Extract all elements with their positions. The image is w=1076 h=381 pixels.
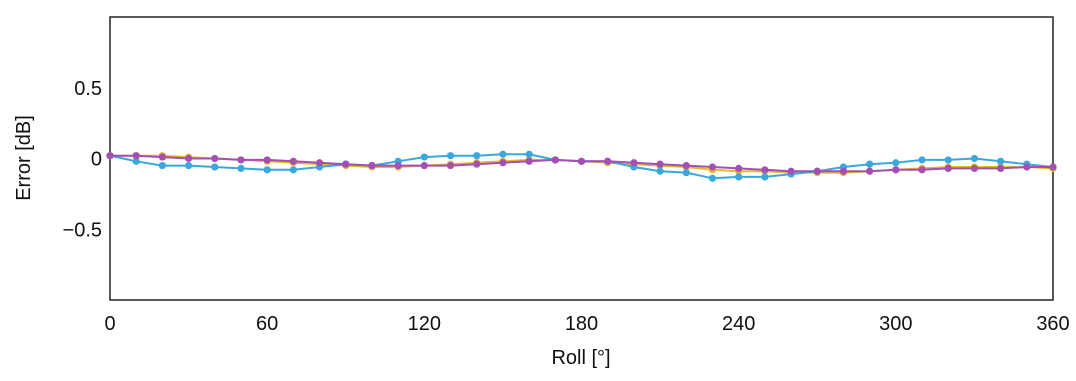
x-axis-ticks: 0 60 120 180 240 300 360 [104, 313, 1069, 335]
data-point [473, 160, 481, 168]
y-tick-label: −0.5 [63, 219, 102, 241]
data-point [892, 166, 900, 174]
data-point [211, 154, 219, 163]
data-point [446, 161, 455, 170]
data-point [211, 163, 219, 171]
data-point [263, 166, 271, 174]
data-point [342, 160, 350, 168]
data-point [944, 156, 952, 164]
y-axis-ticks: 0.5 0 −0.5 [63, 78, 102, 242]
x-tick-label: 300 [879, 313, 912, 335]
data-point [787, 167, 795, 175]
data-point [368, 161, 376, 170]
data-point [630, 159, 638, 167]
x-tick-label: 360 [1036, 313, 1069, 335]
x-tick-label: 180 [565, 313, 598, 335]
data-point [997, 157, 1005, 165]
data-point [184, 161, 193, 170]
data-point [866, 160, 874, 168]
data-point [1023, 163, 1031, 171]
y-tick-label: 0.5 [74, 78, 102, 100]
data-point [708, 174, 717, 182]
data-point [499, 150, 507, 158]
data-point [682, 161, 690, 170]
data-point [970, 154, 979, 163]
data-point [132, 157, 140, 165]
data-point [237, 164, 245, 173]
y-tick-label: 0 [91, 149, 102, 171]
data-point [525, 157, 533, 165]
x-tick-label: 120 [408, 313, 441, 335]
data-point [761, 166, 769, 174]
data-point [839, 167, 848, 175]
data-point [604, 157, 612, 165]
data-point [263, 156, 271, 164]
data-point [1049, 163, 1057, 171]
data-point [577, 157, 586, 165]
data-point [446, 152, 455, 160]
data-point [473, 152, 481, 160]
data-point [761, 173, 769, 181]
data-point [918, 166, 926, 174]
data-point [551, 156, 559, 164]
data-point [158, 153, 166, 161]
data-point [132, 152, 140, 160]
data-point [158, 161, 166, 170]
x-axis-title: Roll [°] [551, 347, 610, 369]
data-point [892, 159, 900, 167]
data-point [682, 169, 690, 177]
data-point [289, 157, 297, 165]
data-point [735, 164, 743, 173]
data-point [420, 161, 428, 170]
data-point [499, 159, 507, 167]
y-axis-title: Error [dB] [13, 115, 35, 201]
data-point [656, 160, 664, 168]
data-point [944, 164, 952, 173]
data-point [106, 152, 114, 160]
data-point [997, 164, 1005, 173]
data-point [735, 173, 743, 181]
data-point [970, 164, 979, 173]
x-tick-label: 60 [256, 313, 278, 335]
data-point [315, 159, 324, 167]
x-tick-label: 0 [104, 313, 115, 335]
series-layer [106, 150, 1057, 182]
data-point [918, 156, 926, 164]
data-point [813, 167, 821, 175]
data-point [420, 153, 428, 161]
data-point [525, 150, 533, 158]
data-point [394, 161, 402, 170]
data-point [708, 163, 717, 171]
series-3 [106, 152, 1057, 175]
data-point [866, 167, 874, 175]
data-point [656, 167, 664, 175]
data-point [184, 154, 193, 163]
data-point [237, 156, 245, 164]
data-point [289, 166, 297, 174]
x-tick-label: 240 [722, 313, 755, 335]
